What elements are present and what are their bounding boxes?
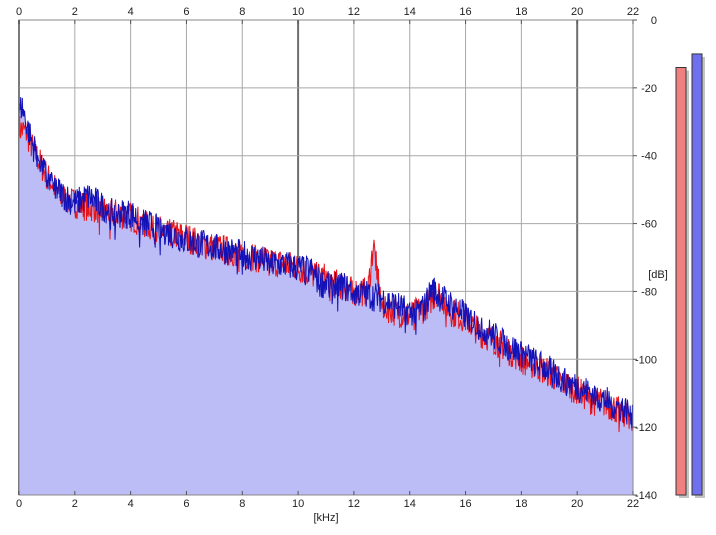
x-tick-label-top: 12 bbox=[348, 6, 360, 18]
x-tick-label-bottom: 22 bbox=[627, 498, 639, 510]
y-tick-label: -80 bbox=[641, 286, 657, 298]
level-meters bbox=[675, 53, 705, 499]
x-tick-label-top: 22 bbox=[627, 6, 639, 18]
x-tick-label-bottom: 2 bbox=[72, 498, 78, 510]
x-tick-label-top: 2 bbox=[72, 6, 78, 18]
x-axis-bottom: 0 2 4 6 8 10 12 14 16 18 20 22 bbox=[16, 491, 639, 510]
x-tick-label-bottom: 4 bbox=[128, 498, 134, 510]
x-tick-label-top: 0 bbox=[16, 6, 22, 18]
y-tick-label: -100 bbox=[635, 354, 657, 366]
x-tick-label-top: 20 bbox=[571, 6, 583, 18]
series-line-blue bbox=[18, 97, 634, 429]
x-tick-label-top: 16 bbox=[459, 6, 471, 18]
x-tick-label-bottom: 10 bbox=[292, 498, 304, 510]
y-tick-label: -60 bbox=[641, 219, 657, 231]
x-tick-label-top: 8 bbox=[239, 6, 245, 18]
x-tick-label-bottom: 8 bbox=[239, 498, 245, 510]
y-tick-label: 0 bbox=[651, 15, 657, 27]
x-tick-label-top: 4 bbox=[128, 6, 134, 18]
x-axis-label: [kHz] bbox=[313, 512, 338, 524]
x-tick-label-bottom: 20 bbox=[571, 498, 583, 510]
x-tick-label-bottom: 16 bbox=[459, 498, 471, 510]
y-tick-label: -40 bbox=[641, 151, 657, 163]
series-lines bbox=[18, 97, 634, 433]
x-tick-label-bottom: 6 bbox=[183, 498, 189, 510]
x-tick-label-bottom: 0 bbox=[16, 498, 22, 510]
plot-frame bbox=[18, 19, 634, 496]
y-tick-label: -120 bbox=[635, 422, 657, 434]
y-axis-label: [dB] bbox=[648, 269, 668, 281]
x-tick-label-bottom: 14 bbox=[404, 498, 416, 510]
level-meter-blue bbox=[691, 53, 703, 496]
x-tick-label-top: 10 bbox=[292, 6, 304, 18]
spectrum-area bbox=[19, 97, 633, 495]
level-meter-red bbox=[675, 67, 687, 496]
y-tick-label: -140 bbox=[635, 490, 657, 502]
x-tick-label-top: 18 bbox=[515, 6, 527, 18]
x-tick-label-bottom: 18 bbox=[515, 498, 527, 510]
x-tick-label-top: 6 bbox=[183, 6, 189, 18]
spectrum-fill bbox=[19, 97, 633, 495]
y-tick-label: -20 bbox=[641, 83, 657, 95]
x-axis-top: 0 2 4 6 8 10 12 14 16 18 20 22 bbox=[16, 6, 639, 24]
x-tick-label-top: 14 bbox=[404, 6, 416, 18]
x-tick-label-bottom: 12 bbox=[348, 498, 360, 510]
y-axis-right: 0 -20 -40 -60 -80 -100 -120 -140 bbox=[633, 15, 657, 502]
